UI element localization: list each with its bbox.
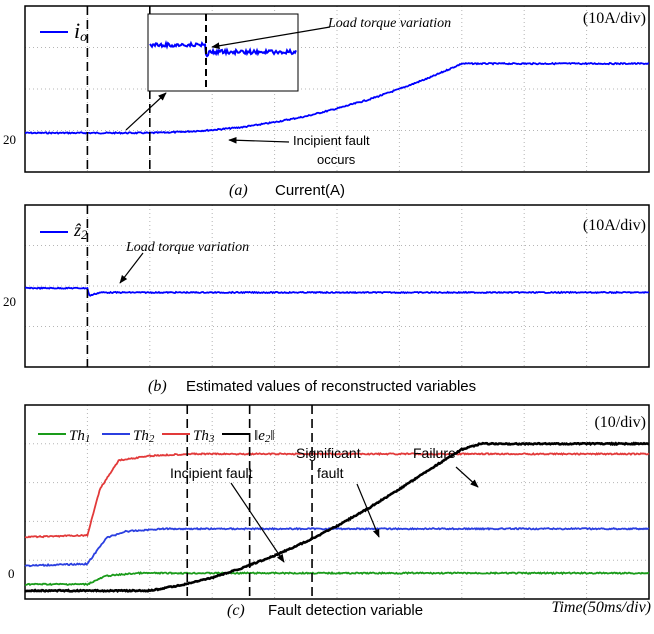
panel-a-legend-label: io xyxy=(74,18,87,45)
panel-a-scale-label: (10A/div) xyxy=(583,10,646,27)
panel-a-frame xyxy=(24,5,650,173)
series-line-th2 xyxy=(24,526,650,568)
caption-a-text: Current(A) xyxy=(275,182,345,199)
failure-label: Failure xyxy=(413,445,456,461)
caption-c-letter: (c) xyxy=(227,602,245,619)
panel-a-grid xyxy=(25,6,649,172)
panel-c-scale-label: (10/div) xyxy=(594,414,646,431)
caption-a: (a) Current(A) xyxy=(229,182,345,199)
series-line-p1-0 xyxy=(25,286,649,297)
caption-b-letter: (b) xyxy=(148,378,167,395)
inset-zoom-arrow xyxy=(125,92,167,131)
legend-th2-label: Th2 xyxy=(133,428,155,445)
incipient-fault-c-arrow xyxy=(230,482,285,563)
panel-b-load-torque-label: Load torque variation xyxy=(125,240,249,255)
panel-c-y-tick-label: 0 xyxy=(8,566,15,581)
significant-fault-arrow xyxy=(356,483,380,538)
panel-b-estimates: ẑ2 (10A/div) 20 Load torque variation xyxy=(3,204,650,368)
panel-b-legend: ẑ2 xyxy=(40,220,88,242)
caption-b-text: Estimated values of reconstructed variab… xyxy=(186,378,476,395)
panel-b-load-torque-arrow xyxy=(119,252,144,284)
legend-e2-label: ‖e2‖ xyxy=(254,428,275,445)
panel-a-y-tick-label: 20 xyxy=(3,132,16,147)
panel-b-series xyxy=(25,286,649,297)
caption-b: (b) Estimated values of reconstructed va… xyxy=(148,378,476,395)
panel-c-frame xyxy=(24,404,650,600)
x-axis-label: Time(50ms/div) xyxy=(551,599,651,616)
significant-fault-label-2: fault xyxy=(317,465,344,481)
legend-th1-label: Th1 xyxy=(69,428,90,445)
incipient-fault-arrow xyxy=(228,136,290,144)
panel-c-detection: Th1 Th2 Th3 ‖e2‖ (10/div) 0 Incipient fa… xyxy=(8,404,650,600)
series-line-th1 xyxy=(24,571,650,587)
load-torque-arrow xyxy=(211,26,331,50)
incipient-fault-label-2: occurs xyxy=(317,152,356,167)
panel-b-scale-label: (10A/div) xyxy=(583,217,646,234)
panel-b-legend-label: ẑ2 xyxy=(73,220,88,242)
significant-fault-label: Significant xyxy=(296,445,361,461)
panel-a-inset xyxy=(147,13,299,92)
inset-signal xyxy=(149,40,297,58)
panel-a-current: io (10A/div) 20 Load torque variation In… xyxy=(3,5,650,173)
series-line-th3 xyxy=(24,452,650,539)
inset-label: Load torque variation xyxy=(327,16,451,31)
panel-a-series xyxy=(24,61,650,135)
incipient-fault-label: Incipient fault xyxy=(293,133,370,148)
panel-a-legend: io xyxy=(40,18,87,45)
series-line-p0-0 xyxy=(24,61,650,135)
panel-b-y-tick-label: 20 xyxy=(3,294,16,309)
caption-c-text: Fault detection variable xyxy=(268,602,423,619)
panel-c-legend: Th1 Th2 Th3 ‖e2‖ xyxy=(38,428,275,445)
panel-b-grid xyxy=(25,205,649,367)
panel-a-event-lines xyxy=(86,6,151,172)
panel-b-frame xyxy=(24,204,650,368)
failure-arrow xyxy=(455,466,479,488)
caption-c: (c) Fault detection variable Time(50ms/d… xyxy=(227,599,651,619)
legend-th3-label: Th3 xyxy=(193,428,215,445)
incipient-fault-c-label: Incipient fault xyxy=(170,465,253,481)
panel-c-event-lines xyxy=(186,405,313,599)
caption-a-letter: (a) xyxy=(229,182,248,199)
panel-c-series xyxy=(24,441,650,593)
series-line-e2 xyxy=(24,441,650,593)
